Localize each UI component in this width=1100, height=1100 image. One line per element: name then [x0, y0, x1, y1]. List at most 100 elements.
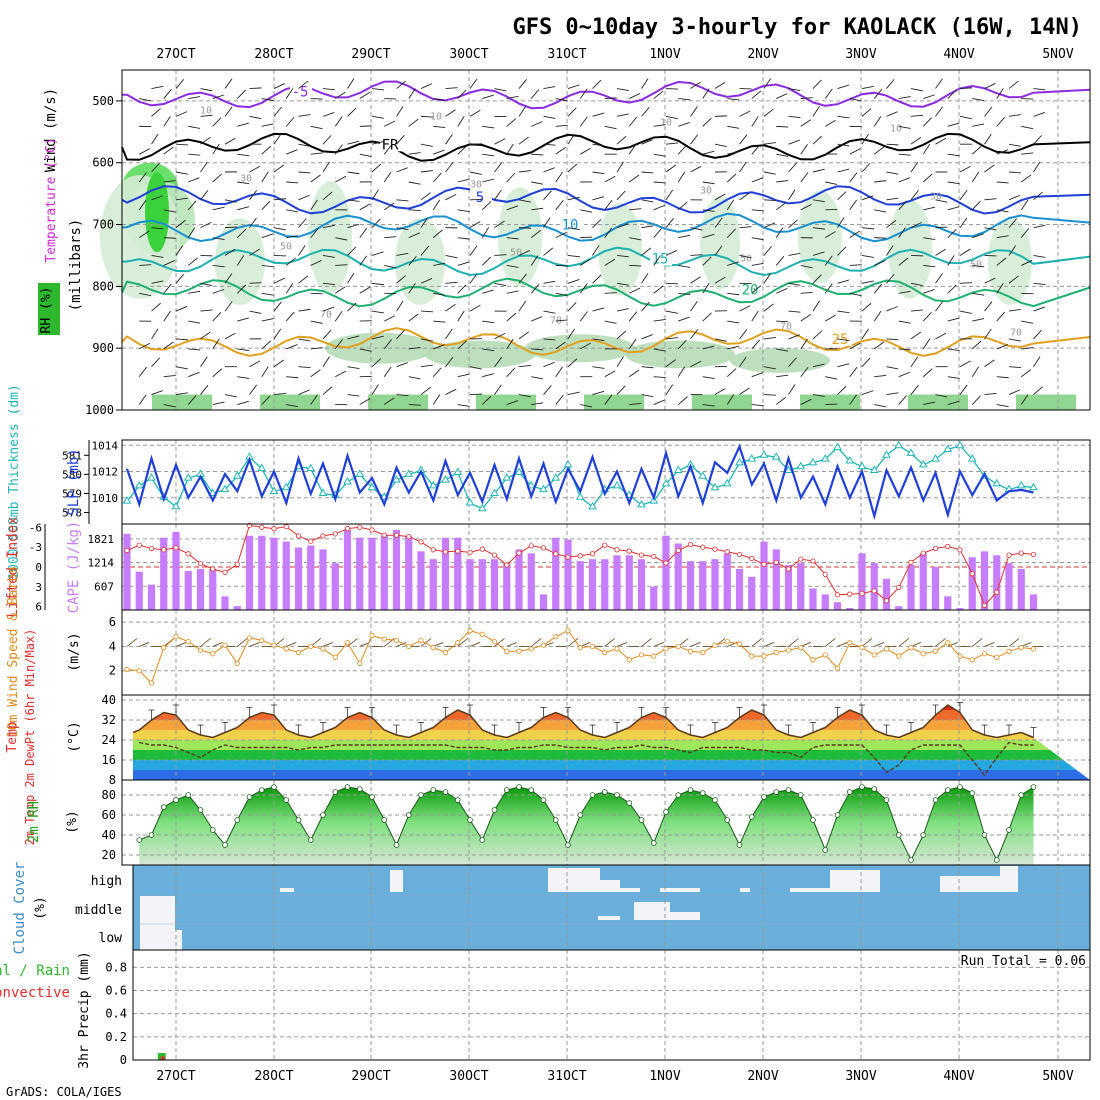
rh-marker	[638, 817, 645, 823]
wind-barb	[984, 359, 995, 368]
wind-barb	[873, 341, 885, 350]
cloud-cell	[830, 870, 880, 892]
wind-barb	[482, 289, 494, 294]
wind-barb	[445, 193, 457, 201]
thickness-marker	[857, 461, 867, 470]
wind-barb	[138, 199, 147, 211]
wind-barb	[959, 115, 972, 120]
thickness-marker	[1016, 480, 1026, 489]
wind-barb	[788, 384, 796, 395]
rh-marker	[528, 787, 535, 793]
cape-bar	[380, 535, 388, 610]
rh-low-shading	[1016, 394, 1076, 410]
wind-barb	[1021, 292, 1034, 295]
wind-barb	[898, 395, 907, 405]
wind-barb	[212, 94, 225, 99]
wind-barb	[200, 384, 209, 395]
wind-speed-marker	[442, 649, 449, 656]
wind-barb	[273, 328, 282, 340]
wind-barb	[775, 227, 784, 238]
wind-barb	[923, 265, 936, 268]
wind-barb	[837, 246, 847, 256]
rh-marker	[356, 786, 363, 792]
wind-barb	[322, 329, 332, 340]
wind-barb	[873, 88, 883, 99]
wind-barb	[151, 85, 164, 89]
wind-barb	[359, 203, 371, 211]
cape-bar	[956, 608, 964, 610]
wind-barb	[433, 149, 445, 155]
wind-barb	[310, 152, 323, 155]
lifted-tick-label: 3	[35, 581, 42, 594]
bottom-date-label: 5NOV	[1042, 1069, 1073, 1084]
lifted-index-marker	[381, 532, 387, 538]
lifted-index-marker	[124, 547, 130, 554]
lifted-tick-label: -6	[29, 521, 42, 534]
wind-barb	[923, 401, 936, 405]
cape-bar	[405, 535, 413, 610]
wind-barb	[714, 245, 723, 256]
wind-barb	[212, 206, 225, 211]
wind-barb	[788, 139, 800, 145]
wind-barb	[261, 171, 269, 183]
wind-barb	[702, 345, 715, 350]
lifted-index-marker	[994, 589, 1000, 595]
wind-barb	[996, 311, 1005, 322]
wind-barb	[702, 282, 710, 294]
lifted-index-marker	[406, 533, 412, 540]
wind-barb	[249, 642, 260, 647]
wind-barb	[898, 96, 911, 99]
rh-marker	[834, 812, 841, 818]
y-tick-label: 600	[92, 156, 114, 170]
rh-low-shading	[584, 394, 644, 410]
y-tick-label: 500	[92, 94, 114, 108]
wind-barb	[849, 98, 862, 102]
wind-barb	[310, 259, 322, 266]
wind-barb	[604, 199, 613, 211]
wind-barb	[298, 218, 307, 228]
cape-bar	[331, 563, 339, 610]
wind-speed-marker	[932, 648, 939, 654]
wind-barb	[971, 638, 983, 647]
wind-barb	[690, 276, 701, 284]
wind-barb	[494, 220, 505, 229]
wind-barb	[812, 168, 825, 173]
wind-barb	[396, 106, 404, 117]
wind-barb	[347, 272, 355, 284]
lifted-index-marker	[173, 545, 179, 551]
wind-barb	[481, 227, 490, 238]
wind-barb	[678, 234, 691, 239]
y-tick-label: 0	[120, 1053, 127, 1067]
wind-barb	[433, 344, 445, 350]
wind-barb	[371, 141, 384, 145]
wind-barb	[261, 265, 274, 268]
wind-barb	[1033, 161, 1041, 173]
wind-barb	[567, 358, 578, 368]
rh-low-shading	[368, 394, 428, 410]
wind-speed-marker	[430, 645, 436, 651]
wind-barb	[580, 342, 591, 350]
wind-barb	[763, 108, 774, 117]
wind-barb	[763, 171, 776, 175]
rh-marker	[540, 797, 547, 803]
wind-barb	[200, 356, 208, 367]
thickness-marker	[931, 454, 940, 462]
wind-barb	[555, 319, 568, 322]
wind-speed-marker	[271, 642, 277, 648]
wind-barb	[469, 366, 482, 370]
wind-barb	[898, 227, 906, 238]
lifted-index-marker	[197, 561, 204, 567]
cape-bar	[417, 551, 425, 610]
wind-barb	[910, 114, 923, 117]
cloud-cell	[548, 868, 600, 892]
wind-barb	[873, 146, 885, 155]
cape-bar	[613, 555, 621, 610]
chart-title: GFS 0~10day 3-hourly for KAOLACK (16W, 1…	[512, 15, 1082, 40]
wind-barb	[653, 348, 666, 352]
thickness-tick-label: 579	[62, 487, 82, 500]
wind-barb	[800, 366, 809, 378]
wind-barb	[445, 356, 454, 368]
wind-barb	[163, 404, 176, 408]
wind-barb	[922, 368, 933, 378]
wind-barb	[347, 302, 357, 312]
